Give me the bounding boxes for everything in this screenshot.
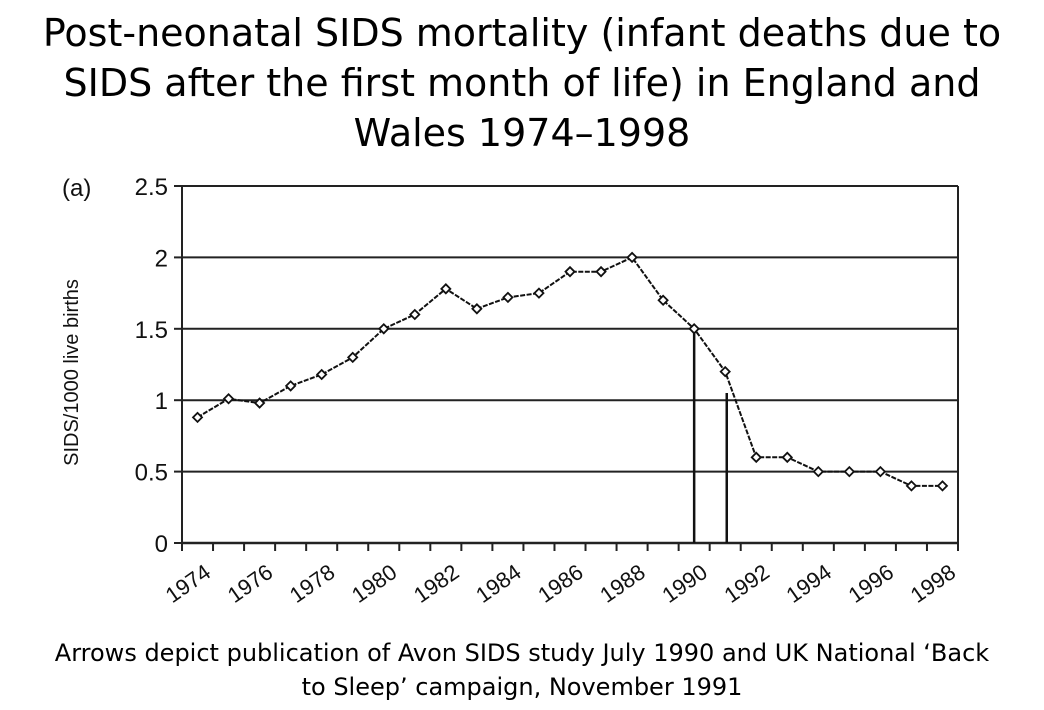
y-tick-label: 1.5 [135,317,168,344]
data-point [440,283,452,295]
y-axis-title: SIDS/1000 live births [61,279,83,466]
caption: Arrows depict publication of Avon SIDS s… [0,636,1044,704]
data-point [564,265,576,278]
data-point [595,265,607,278]
title-line-2: SIDS after the first month of life) in E… [63,61,981,105]
data-point [874,465,887,478]
x-tick-label: 1986 [533,559,587,608]
x-tick-labels: 1974 1976 1978 1980 1982 1984 1986 1988 1990 1992… [161,559,960,608]
x-tick-label: 1976 [223,559,277,608]
data-point [284,380,297,392]
x-tick-label: 1994 [782,559,836,608]
y-tick-label: 2.5 [135,174,168,201]
data-point [843,465,856,478]
x-tick-label: 1990 [657,559,711,608]
data-point [191,411,204,424]
x-tick-label: 1974 [161,559,215,608]
axes [174,185,959,551]
y-tick-labels: 0 0.5 1 1.5 2 2.5 [135,174,168,558]
x-tick-label: 1998 [906,559,960,608]
x-tick-label: 1980 [347,559,401,608]
x-tick-label: 1984 [471,559,525,608]
series-line-path [196,256,943,487]
data-point [315,368,328,381]
panel-label: (a) [62,175,91,202]
y-tick-label: 0 [155,531,168,558]
data-point [222,392,235,405]
title-line-3: Wales 1974–1998 [353,111,691,155]
gridlines [182,185,958,544]
caption-line-1: Arrows depict publication of Avon SIDS s… [54,639,990,667]
x-tick-label: 1982 [409,559,463,608]
x-tick-label: 1978 [285,559,339,608]
data-points [191,251,949,492]
data-point [253,397,266,409]
data-point [471,303,483,315]
event-markers [692,328,729,543]
y-tick-label: 1 [155,388,168,415]
series-line [196,256,943,487]
x-tick-label: 1996 [844,559,898,608]
chart-title: Post-neonatal SIDS mortality (infant dea… [0,8,1044,158]
data-point [905,480,918,492]
data-point [719,365,731,378]
data-point [688,323,700,335]
data-point [533,287,545,299]
data-point [781,451,794,464]
y-tick-label: 0.5 [135,460,168,487]
data-point [502,291,514,304]
data-point [346,351,359,364]
data-point [409,308,421,321]
data-point [812,465,825,478]
title-line-1: Post-neonatal SIDS mortality (infant dea… [42,11,1002,55]
data-point [750,451,763,464]
data-point [377,323,390,335]
y-tick-label: 2 [155,245,168,272]
data-point [626,251,638,264]
x-tick-label: 1988 [595,559,649,608]
x-tick-label: 1992 [720,559,774,608]
data-point [936,480,949,492]
caption-line-2: to Sleep’ campaign, November 1991 [301,673,743,701]
data-point [657,294,669,307]
